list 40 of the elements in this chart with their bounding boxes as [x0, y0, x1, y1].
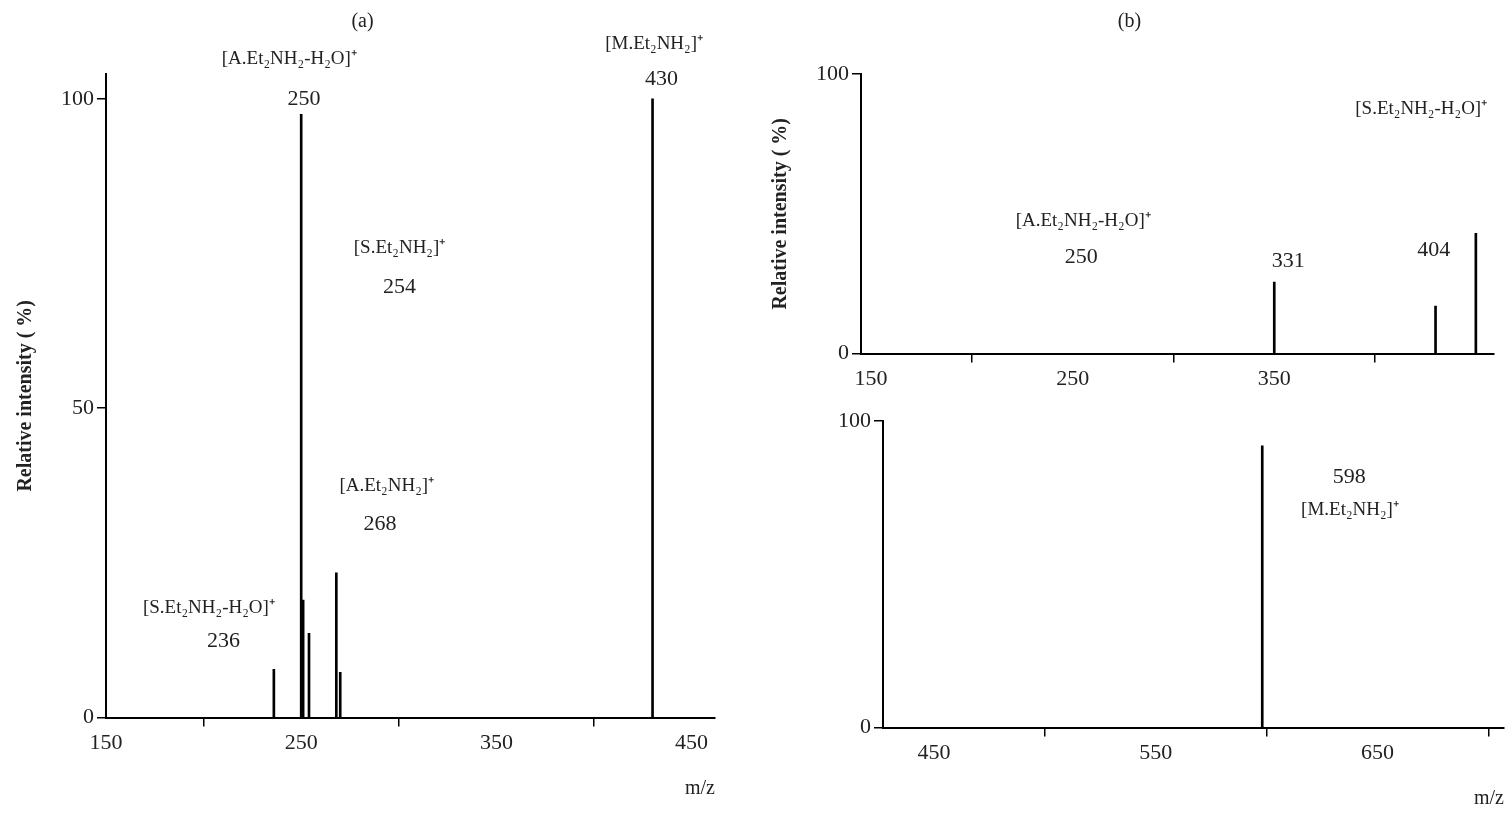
annotation: 268 [363, 509, 397, 535]
annotation: 331 [1271, 246, 1305, 272]
x-tick-label: 650 [1361, 738, 1395, 764]
x-tick-label: 150 [89, 728, 123, 754]
annotation: 430 [644, 64, 678, 90]
text: [M.Et₂NH₂]⁺ [605, 31, 704, 53]
x-tick-label: 350 [1257, 364, 1291, 390]
annotation: 250 [1064, 242, 1098, 268]
x-axis-title: m/z [685, 776, 716, 799]
x-tick-label: 550 [1139, 738, 1173, 764]
x-axis-title: m/z [1474, 786, 1505, 809]
text: [A.Et₂NH₂-H₂O]⁺ [221, 47, 357, 69]
annotation: [A.Et₂NH₂-H₂O]⁺ [1015, 208, 1151, 230]
x-tick-label: 250 [284, 728, 318, 754]
x-tick-label: 150 [854, 364, 888, 390]
annotation: [S.Et₂NH₂-H₂O]⁺ [142, 596, 275, 618]
annotation: [M.Et₂NH₂]⁺ [1301, 497, 1399, 519]
y-tick-label: 0 [838, 339, 849, 365]
y-axis-title: Relative intensity ( %) [768, 117, 792, 310]
y-tick-label: 50 [72, 393, 94, 419]
y-tick-label: 100 [838, 406, 871, 432]
x-tick-label: 250 [1056, 364, 1090, 390]
y-tick-label: 0 [83, 703, 94, 729]
y-tick-label: 0 [860, 713, 871, 739]
annotation: 404 [1417, 236, 1451, 262]
y-axis-title: Relative intensity ( %) [13, 299, 37, 492]
x-tick-label: 450 [917, 738, 951, 764]
y-tick-label: 100 [816, 59, 849, 85]
annotation: 598 [1332, 463, 1366, 489]
annotation: [S.Et₂NH₂-H₂O]⁺ [1355, 96, 1488, 118]
annotation: 254 [383, 273, 417, 299]
y-tick-label: 100 [61, 84, 94, 110]
annotation: [A.Et₂NH₂]⁺ [339, 473, 435, 495]
chart-title: (a) [351, 9, 374, 33]
annotation: 236 [207, 626, 241, 652]
x-tick-label: 350 [479, 728, 513, 754]
chart-title: (b) [1117, 9, 1142, 33]
annotation: 250 [287, 84, 321, 110]
annotation: [S.Et₂NH₂]⁺ [353, 235, 446, 257]
x-tick-label: 450 [675, 728, 709, 754]
